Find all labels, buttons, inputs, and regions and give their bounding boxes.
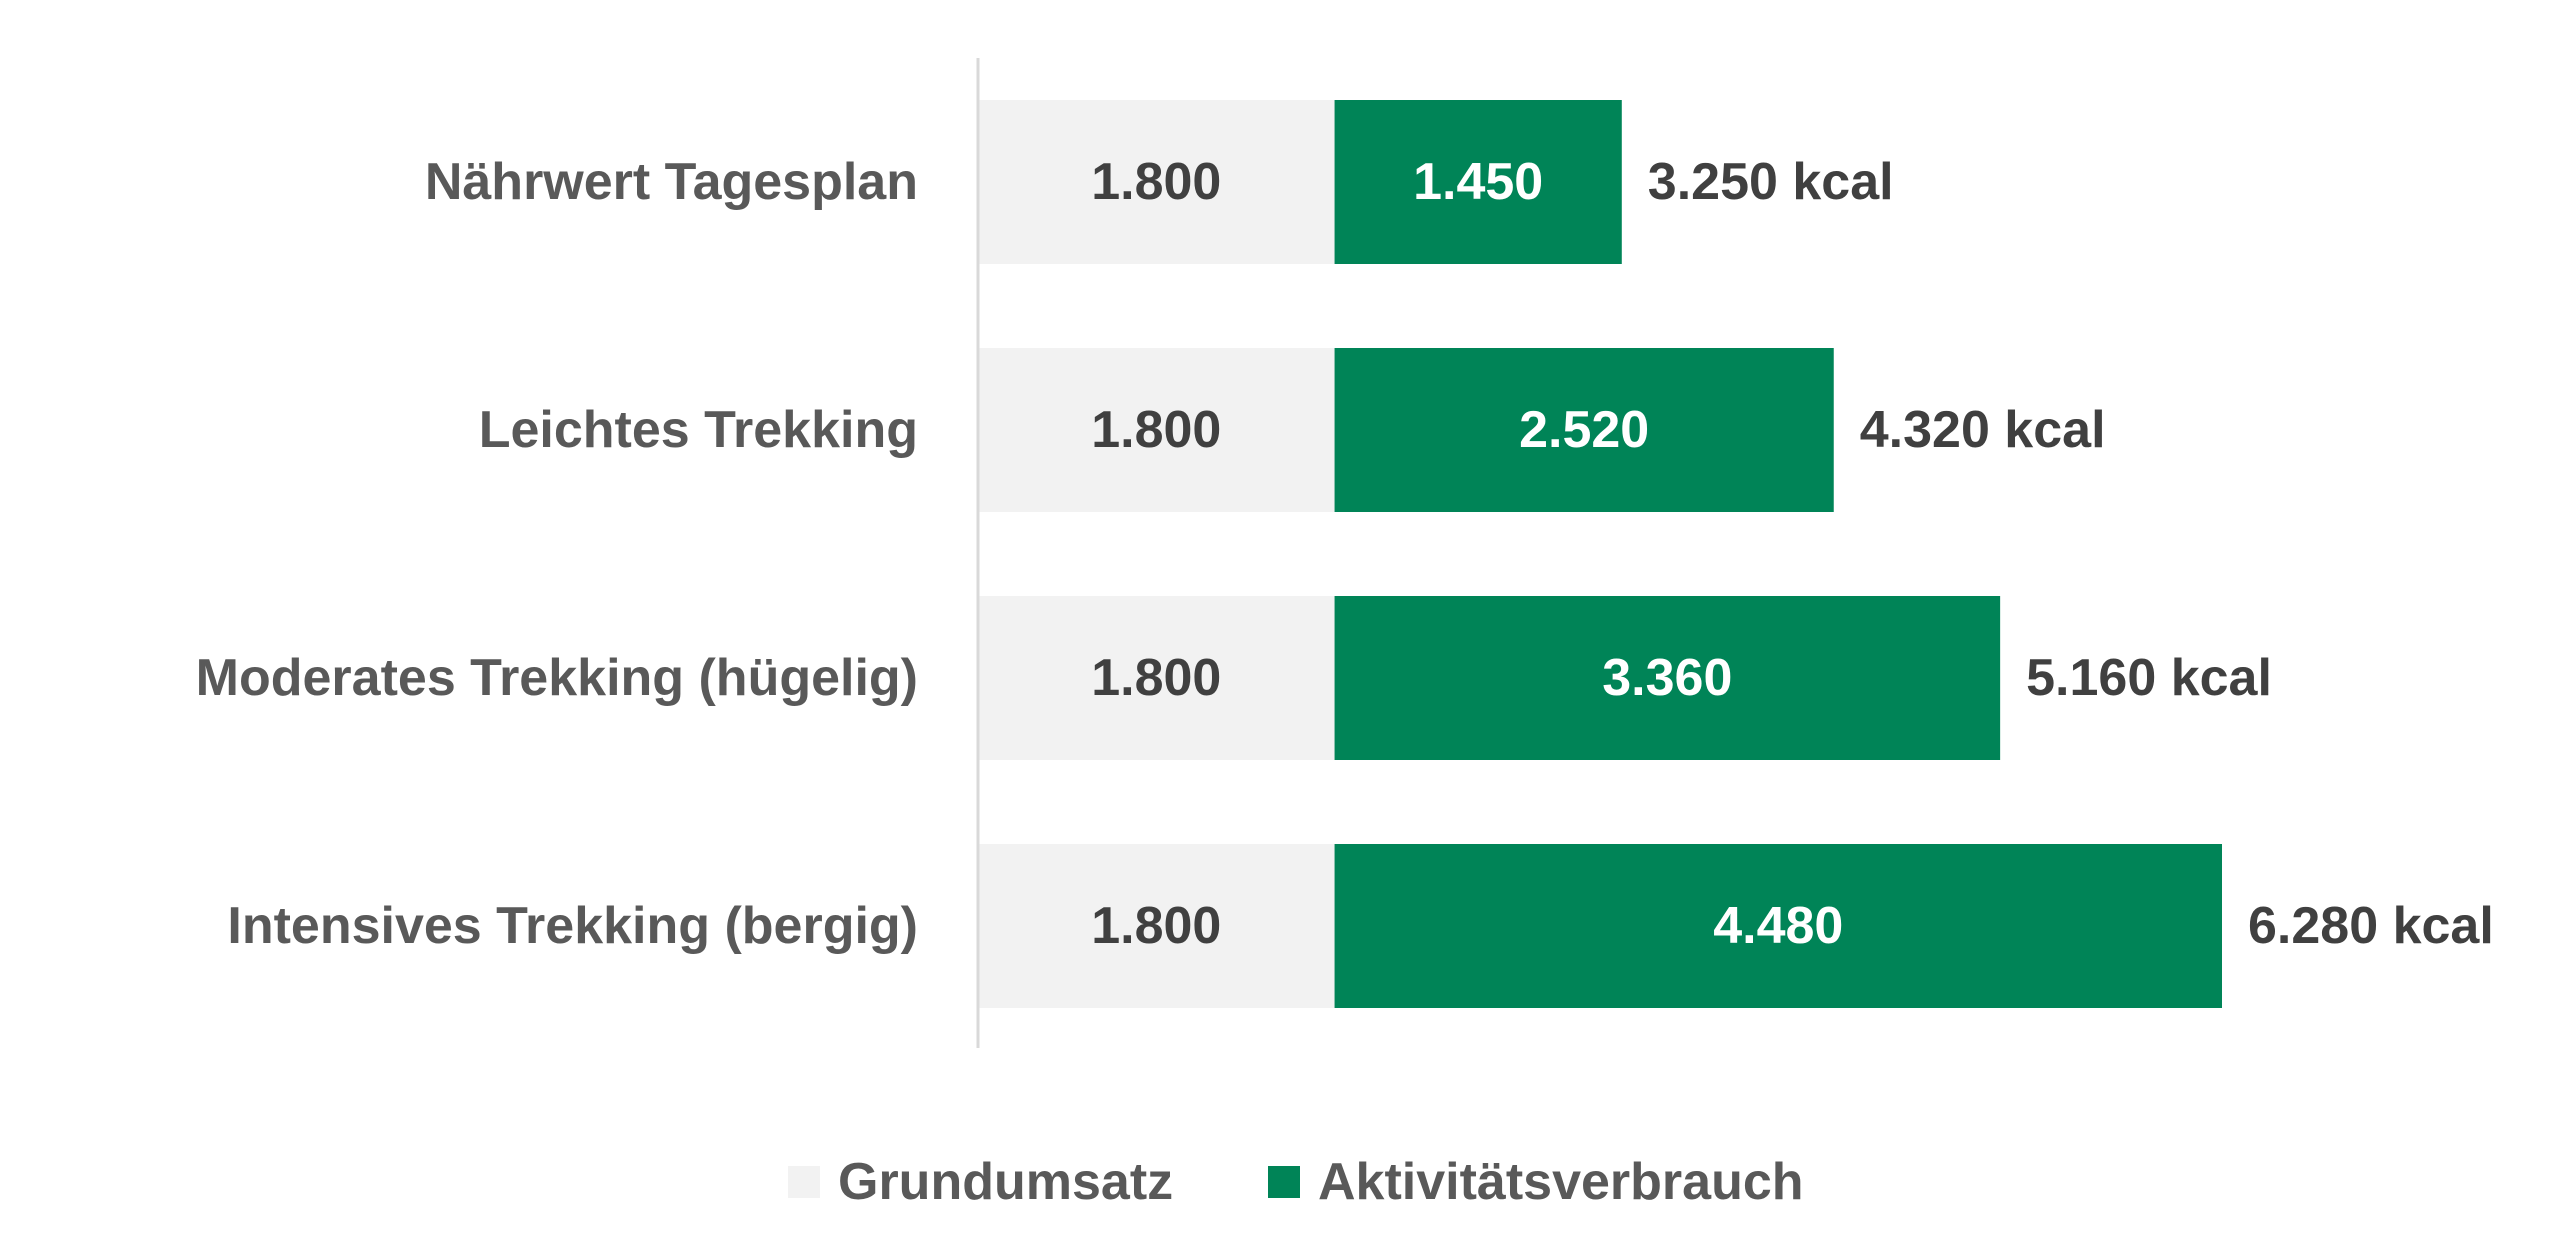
data-label: 3.360 [1602,649,1732,707]
bar-segment-aktivitaetsverbrauch [1334,100,1622,264]
category-label: Nährwert Tagesplan [425,153,918,211]
bar-segment-grundumsatz [978,348,1335,512]
data-label: 1.800 [1091,649,1221,707]
data-label: 1.800 [1091,401,1221,459]
data-label: 1.800 [1091,153,1221,211]
legend-swatch-grundumsatz [788,1166,820,1198]
bar-segment-grundumsatz [978,844,1335,1008]
legend-swatch-aktivitaetsverbrauch [1268,1166,1300,1198]
bar-segment-aktivitaetsverbrauch [1334,596,2001,760]
legend-label-grundumsatz: Grundumsatz [838,1153,1173,1211]
data-label: 4.480 [1713,897,1843,955]
data-label: 1.450 [1413,153,1543,211]
category-label: Moderates Trekking (hügelig) [196,649,918,707]
data-label: 2.520 [1519,401,1649,459]
legend: Grundumsatz Aktivitätsverbrauch [788,1153,1804,1211]
data-label: 1.800 [1091,897,1221,955]
category-label: Intensives Trekking (bergig) [227,897,918,955]
total-label: 3.250 kcal [1648,153,1894,211]
category-label: Leichtes Trekking [479,401,918,459]
bar-segment-aktivitaetsverbrauch [1334,844,2222,1008]
legend-label-aktivitaetsverbrauch: Aktivitätsverbrauch [1318,1153,1804,1211]
total-label: 5.160 kcal [2026,649,2272,707]
plot-area: Nährwert Tagesplan 1.800 1.450 3.250 kcal Le… [196,100,2494,1008]
bar-segment-aktivitaetsverbrauch [1334,348,1834,512]
bar-segment-grundumsatz [978,100,1335,264]
total-label: 4.320 kcal [1860,401,2106,459]
bar-segment-grundumsatz [978,596,1335,760]
total-label: 6.280 kcal [2248,897,2494,955]
